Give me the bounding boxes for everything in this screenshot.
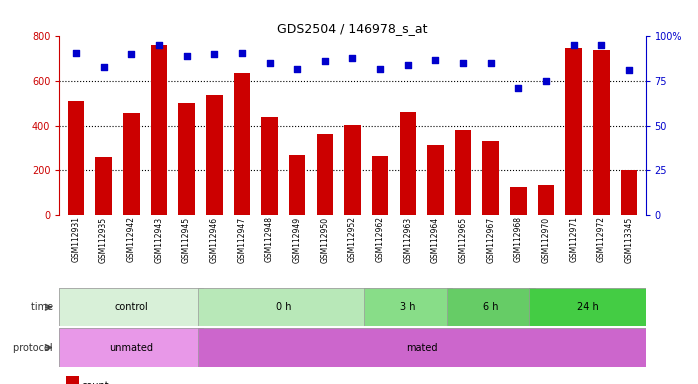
Point bbox=[292, 66, 303, 72]
Point bbox=[457, 60, 468, 66]
Bar bbox=[234, 73, 250, 215]
Point bbox=[430, 56, 441, 63]
Bar bbox=[510, 187, 527, 215]
Text: count: count bbox=[82, 381, 110, 384]
Bar bbox=[59, 328, 203, 367]
Bar bbox=[261, 117, 278, 215]
Point bbox=[347, 55, 358, 61]
Point bbox=[568, 42, 579, 48]
Text: protocol: protocol bbox=[13, 343, 56, 353]
Text: control: control bbox=[114, 302, 148, 312]
Bar bbox=[59, 288, 203, 326]
Text: mated: mated bbox=[406, 343, 438, 353]
Point bbox=[513, 85, 524, 91]
Point bbox=[98, 64, 109, 70]
Point bbox=[264, 60, 275, 66]
Bar bbox=[399, 113, 416, 215]
Point bbox=[485, 60, 496, 66]
Bar bbox=[593, 50, 609, 215]
Bar bbox=[198, 288, 369, 326]
Point bbox=[402, 62, 413, 68]
Point bbox=[154, 42, 165, 48]
Bar bbox=[455, 130, 471, 215]
Text: 3 h: 3 h bbox=[400, 302, 415, 312]
Bar bbox=[96, 157, 112, 215]
Title: GDS2504 / 146978_s_at: GDS2504 / 146978_s_at bbox=[277, 22, 428, 35]
Point bbox=[623, 67, 634, 73]
Bar bbox=[482, 141, 499, 215]
Point bbox=[375, 66, 386, 72]
Point bbox=[596, 42, 607, 48]
Bar bbox=[289, 155, 306, 215]
Point bbox=[181, 53, 192, 59]
Text: 6 h: 6 h bbox=[483, 302, 498, 312]
Bar bbox=[447, 288, 535, 326]
Bar bbox=[364, 288, 452, 326]
Point bbox=[319, 58, 330, 65]
Bar bbox=[206, 94, 223, 215]
Point bbox=[70, 50, 82, 56]
Text: unmated: unmated bbox=[110, 343, 154, 353]
Bar bbox=[151, 45, 168, 215]
Point bbox=[209, 51, 220, 58]
Bar bbox=[198, 328, 646, 367]
Bar bbox=[178, 103, 195, 215]
Bar bbox=[68, 101, 84, 215]
Bar bbox=[372, 156, 389, 215]
Text: 24 h: 24 h bbox=[577, 302, 598, 312]
Bar bbox=[427, 145, 444, 215]
Bar bbox=[344, 125, 361, 215]
Point bbox=[540, 78, 551, 84]
Point bbox=[126, 51, 137, 58]
Bar bbox=[316, 134, 333, 215]
Bar bbox=[530, 288, 646, 326]
Bar bbox=[621, 170, 637, 215]
Bar bbox=[565, 48, 582, 215]
Point bbox=[237, 50, 248, 56]
Bar bbox=[123, 114, 140, 215]
Text: time: time bbox=[31, 302, 56, 312]
Text: 0 h: 0 h bbox=[276, 302, 291, 312]
Bar bbox=[537, 185, 554, 215]
